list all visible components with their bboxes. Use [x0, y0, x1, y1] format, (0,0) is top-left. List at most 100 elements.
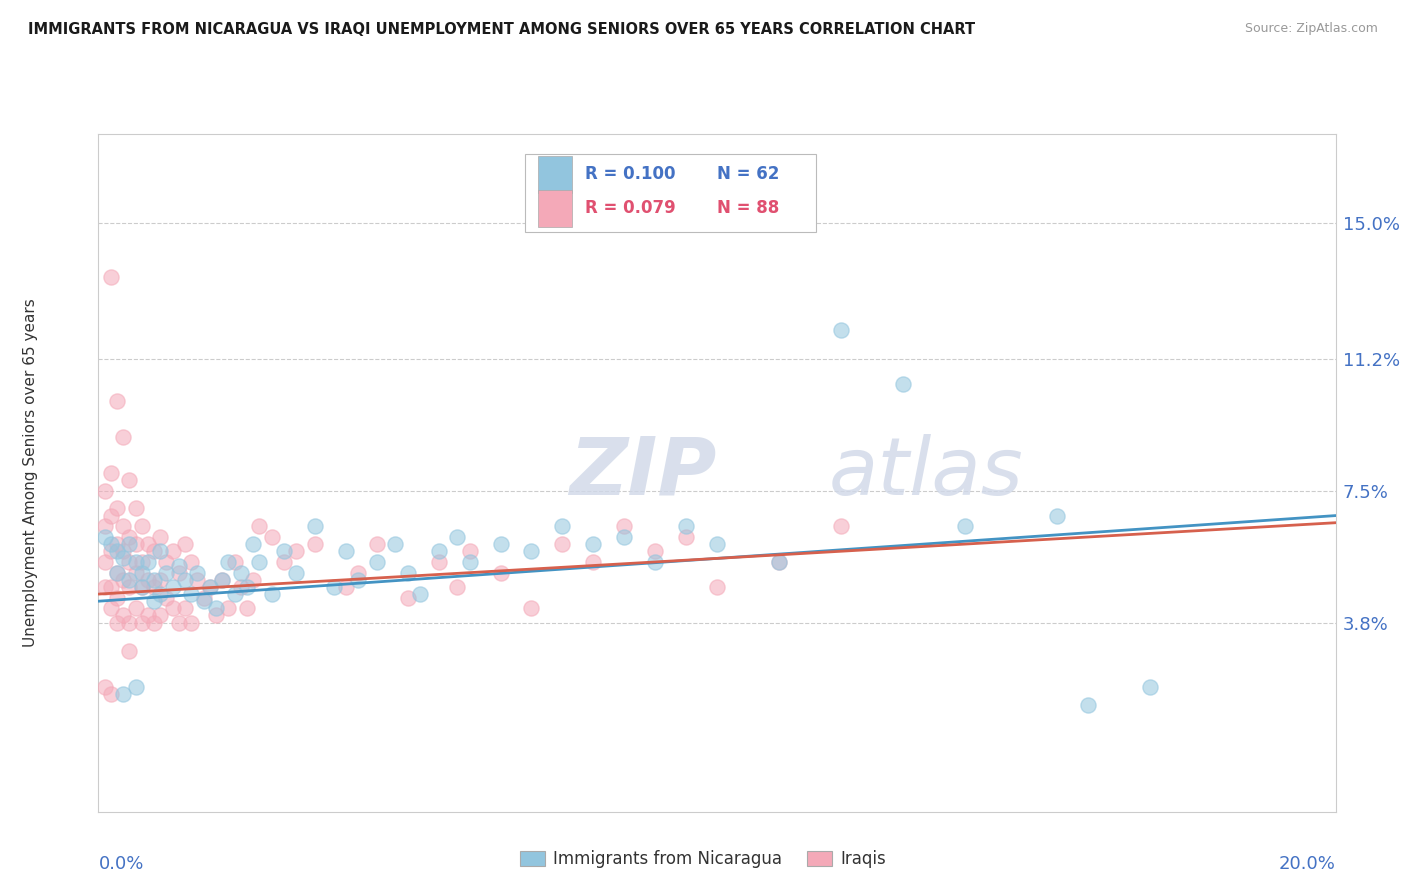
Legend: Immigrants from Nicaragua, Iraqis: Immigrants from Nicaragua, Iraqis — [513, 844, 893, 875]
Point — [260, 587, 283, 601]
Point — [198, 580, 221, 594]
Point — [613, 519, 636, 533]
Point — [768, 555, 790, 569]
Point — [149, 544, 172, 558]
Point — [131, 615, 153, 630]
Point — [143, 544, 166, 558]
Point — [118, 580, 141, 594]
Point — [211, 573, 233, 587]
Text: Unemployment Among Seniors over 65 years: Unemployment Among Seniors over 65 years — [22, 299, 38, 647]
Point — [124, 680, 146, 694]
Point — [143, 580, 166, 594]
Point — [167, 615, 190, 630]
Point — [149, 608, 172, 623]
Point — [247, 519, 270, 533]
Point — [167, 558, 190, 573]
Point — [112, 687, 135, 701]
Point — [458, 544, 481, 558]
Point — [174, 601, 197, 615]
Point — [112, 544, 135, 558]
Point — [149, 573, 172, 587]
Point — [112, 551, 135, 566]
Point — [706, 537, 728, 551]
Point — [198, 580, 221, 594]
Point — [131, 580, 153, 594]
Point — [644, 555, 666, 569]
Point — [124, 601, 146, 615]
Point — [131, 519, 153, 533]
Point — [100, 544, 122, 558]
Point — [162, 544, 184, 558]
Text: ZIP: ZIP — [568, 434, 716, 512]
Point — [211, 573, 233, 587]
Point — [520, 601, 543, 615]
Text: Source: ZipAtlas.com: Source: ZipAtlas.com — [1244, 22, 1378, 36]
Point — [458, 555, 481, 569]
Point — [124, 537, 146, 551]
Point — [155, 591, 177, 605]
Point — [675, 519, 697, 533]
Point — [675, 530, 697, 544]
Point — [124, 501, 146, 516]
Point — [124, 555, 146, 569]
Point — [335, 544, 357, 558]
Point — [396, 566, 419, 580]
Point — [131, 580, 153, 594]
Point — [427, 544, 450, 558]
Point — [247, 555, 270, 569]
Point — [100, 687, 122, 701]
Point — [100, 466, 122, 480]
Point — [347, 566, 370, 580]
Point — [644, 544, 666, 558]
Point — [118, 573, 141, 587]
Text: N = 62: N = 62 — [717, 166, 779, 184]
Point — [366, 555, 388, 569]
Point — [180, 615, 202, 630]
Point — [335, 580, 357, 594]
Point — [131, 566, 153, 580]
Point — [551, 519, 574, 533]
Point — [155, 555, 177, 569]
Point — [105, 566, 128, 580]
Point — [118, 555, 141, 569]
Point — [891, 376, 914, 391]
Point — [304, 537, 326, 551]
Text: R = 0.079: R = 0.079 — [585, 200, 675, 218]
Point — [155, 566, 177, 580]
Point — [93, 519, 115, 533]
Point — [105, 537, 128, 551]
Point — [93, 483, 115, 498]
Point — [347, 573, 370, 587]
Point — [100, 508, 122, 523]
Point — [205, 608, 228, 623]
Point — [112, 573, 135, 587]
FancyBboxPatch shape — [537, 190, 572, 227]
Point — [1046, 508, 1069, 523]
Point — [180, 587, 202, 601]
Point — [118, 537, 141, 551]
Point — [285, 566, 308, 580]
Point — [93, 555, 115, 569]
Point — [93, 580, 115, 594]
Point — [273, 544, 295, 558]
Text: R = 0.100: R = 0.100 — [585, 166, 675, 184]
Point — [136, 537, 159, 551]
FancyBboxPatch shape — [526, 154, 815, 232]
Point — [236, 580, 259, 594]
Point — [304, 519, 326, 533]
Point — [706, 580, 728, 594]
Point — [112, 430, 135, 444]
Point — [100, 580, 122, 594]
Point — [180, 555, 202, 569]
Point — [100, 601, 122, 615]
Point — [273, 555, 295, 569]
Point — [93, 530, 115, 544]
Point — [143, 594, 166, 608]
Point — [520, 544, 543, 558]
Point — [162, 580, 184, 594]
Point — [112, 608, 135, 623]
Point — [124, 566, 146, 580]
Point — [105, 394, 128, 409]
Point — [162, 601, 184, 615]
Point — [236, 601, 259, 615]
